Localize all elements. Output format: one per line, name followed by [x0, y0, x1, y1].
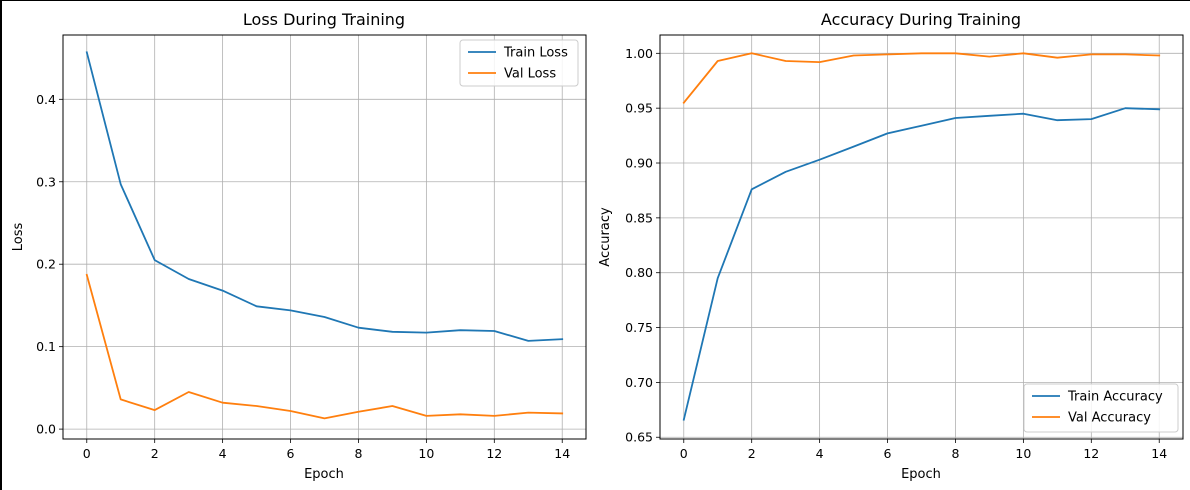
loss-series-line-1 — [85, 51, 564, 342]
accuracy-chart-series — [682, 52, 1161, 421]
loss-series-line-2 — [85, 273, 564, 420]
accuracy-chart-title: Accuracy During Training — [821, 10, 1021, 29]
loss-xtick-label: 0 — [83, 446, 91, 461]
accuracy-chart-legend: Train Accuracy Val Accuracy — [1023, 383, 1179, 433]
loss-ytick-label: 0.0 — [36, 422, 56, 437]
loss-chart-xlabel: Epoch — [304, 467, 344, 482]
window-edge-left — [0, 0, 2, 490]
loss-legend-label: Train Loss — [503, 46, 568, 61]
accuracy-xtick-label: 6 — [884, 446, 892, 461]
accuracy-chart-xlabel: Epoch — [901, 467, 941, 482]
accuracy-xtick-label: 10 — [1015, 446, 1031, 461]
loss-chart-series — [85, 51, 564, 420]
loss-chart-ylabel: Loss — [11, 223, 26, 252]
accuracy-chart-axes-frame — [659, 34, 1184, 440]
window-edge-top — [0, 0, 1190, 1]
accuracy-ytick-label: 0.65 — [625, 430, 653, 445]
loss-xtick-label: 6 — [287, 446, 295, 461]
accuracy-ytick-label: 1.00 — [625, 46, 653, 61]
loss-chart-title: Loss During Training — [243, 10, 405, 29]
accuracy-xtick-label: 4 — [816, 446, 824, 461]
loss-xtick-label: 4 — [219, 446, 227, 461]
accuracy-chart: Accuracy During Training Epoch Accuracy … — [598, 10, 1184, 482]
accuracy-ytick-label: 0.70 — [625, 375, 653, 390]
accuracy-series-line-2 — [682, 52, 1161, 104]
loss-xtick-label: 12 — [486, 446, 502, 461]
loss-xtick-label: 8 — [354, 446, 362, 461]
loss-ytick-label: 0.4 — [36, 92, 56, 107]
accuracy-chart-ylabel: Accuracy — [598, 207, 613, 267]
accuracy-xtick-label: 2 — [748, 446, 756, 461]
accuracy-legend-label: Val Accuracy — [1068, 411, 1151, 426]
loss-ytick-label: 0.2 — [36, 257, 56, 272]
loss-chart: Loss During Training Epoch Loss 0 2 4 6 8 10 1… — [11, 10, 587, 482]
accuracy-legend-label: Train Accuracy — [1067, 390, 1163, 405]
loss-xtick-label: 10 — [418, 446, 434, 461]
accuracy-xtick-label: 12 — [1083, 446, 1099, 461]
accuracy-ytick-label: 0.90 — [625, 156, 653, 171]
loss-chart-ticks: 0 2 4 6 8 10 12 14 0.0 0.1 0.2 0.3 0.4 — [36, 92, 570, 461]
accuracy-chart-ticks: 0 2 4 6 8 10 12 14 0.65 0.70 0.75 0.80 0.85 0.90 0.95 1… — [625, 46, 1167, 461]
loss-legend-label: Val Loss — [504, 67, 556, 82]
accuracy-xtick-label: 14 — [1151, 446, 1167, 461]
loss-chart-grid — [63, 35, 586, 439]
loss-chart-legend: Train Loss Val Loss — [459, 39, 579, 87]
accuracy-ytick-label: 0.85 — [625, 210, 653, 225]
accuracy-ytick-label: 0.95 — [625, 101, 653, 116]
loss-xtick-label: 14 — [554, 446, 570, 461]
accuracy-ytick-label: 0.80 — [625, 265, 653, 280]
accuracy-chart-grid — [660, 35, 1183, 439]
loss-xtick-label: 2 — [151, 446, 159, 461]
accuracy-xtick-label: 0 — [680, 446, 688, 461]
loss-ytick-label: 0.3 — [36, 174, 56, 189]
accuracy-ytick-label: 0.75 — [625, 320, 653, 335]
accuracy-series-line-1 — [682, 107, 1161, 421]
accuracy-legend-box — [1023, 383, 1179, 433]
loss-ytick-label: 0.1 — [36, 339, 56, 354]
accuracy-xtick-label: 8 — [951, 446, 959, 461]
loss-chart-axes-frame — [62, 34, 587, 440]
